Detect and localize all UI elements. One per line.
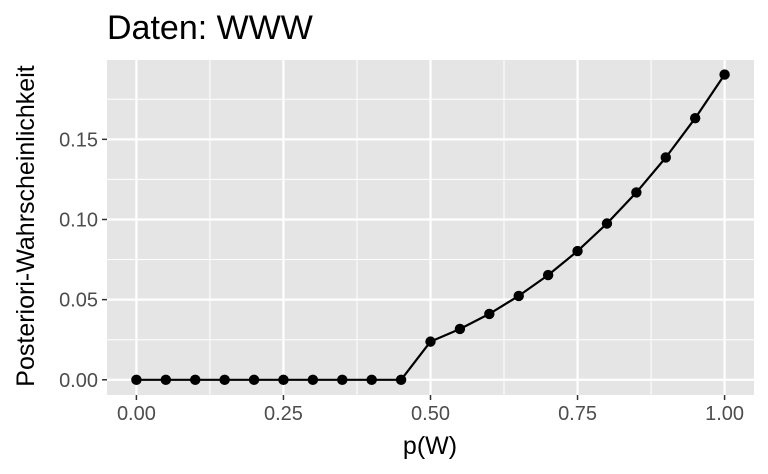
series-line-group	[131, 69, 730, 385]
data-point	[395, 374, 407, 385]
data-point	[366, 374, 377, 385]
data-point	[425, 336, 436, 347]
data-point	[631, 187, 642, 198]
data-point	[719, 69, 730, 80]
y-tick-label: 0.00	[59, 370, 98, 392]
data-point	[278, 374, 289, 385]
y-axis: 0.00 0.05 0.10 0.15	[59, 129, 107, 392]
data-point	[190, 374, 201, 385]
data-point	[601, 218, 613, 229]
x-tick-label: 0.50	[411, 403, 450, 425]
x-tick-label: 0.75	[558, 403, 597, 425]
chart-title: Daten: WWW	[107, 9, 313, 47]
data-point	[219, 374, 230, 385]
data-point	[307, 374, 319, 385]
data-point	[542, 269, 554, 281]
data-point	[513, 290, 524, 302]
data-point	[484, 308, 495, 320]
x-tick-label: 0.00	[117, 403, 156, 425]
y-tick-label: 0.15	[59, 129, 98, 151]
data-point	[131, 374, 142, 385]
data-point	[689, 112, 701, 124]
x-tick-label: 0.25	[264, 403, 303, 425]
data-point	[160, 374, 172, 385]
data-point	[572, 245, 583, 257]
y-tick-label: 0.10	[59, 209, 98, 231]
y-tick-label: 0.05	[59, 290, 98, 312]
data-point	[454, 323, 466, 335]
x-axis-title: p(W)	[403, 432, 457, 460]
data-point	[660, 152, 671, 163]
y-axis-title: Posteriori-Wahrscheinlichkeit	[12, 65, 40, 386]
x-tick-label: 1.00	[705, 403, 744, 425]
x-axis: 0.00 0.25 0.50 0.75 1.00	[117, 395, 744, 425]
data-point	[248, 374, 260, 385]
data-point	[337, 374, 348, 385]
